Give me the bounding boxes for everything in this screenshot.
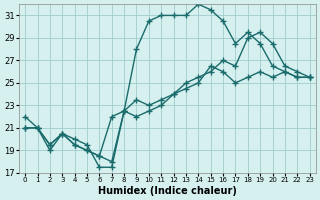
X-axis label: Humidex (Indice chaleur): Humidex (Indice chaleur) — [98, 186, 237, 196]
